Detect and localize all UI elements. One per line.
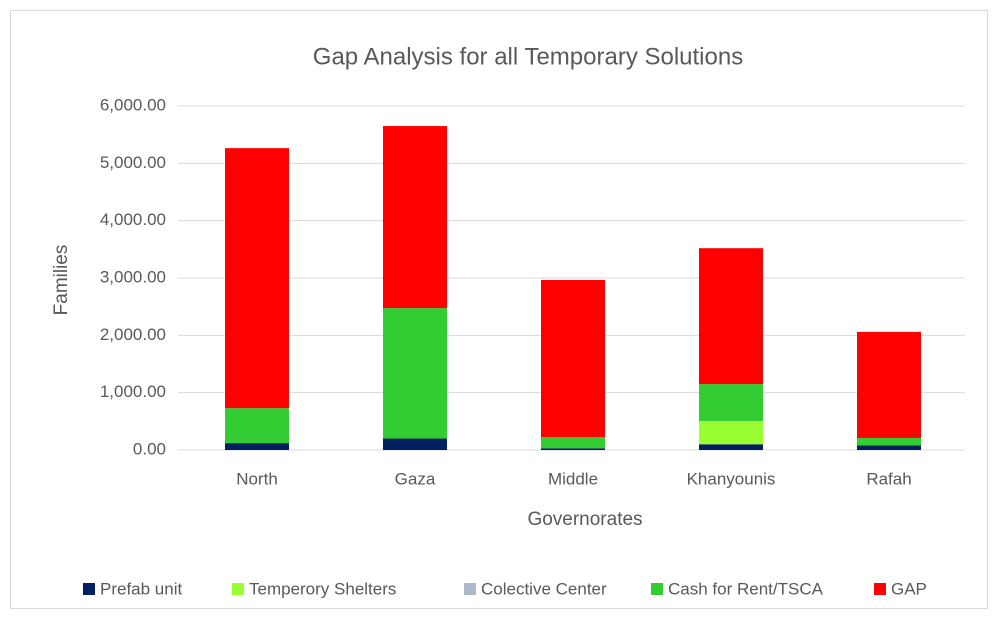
bar-segment	[225, 148, 289, 409]
bar-segment	[383, 126, 447, 309]
x-tick-label: Khanyounis	[687, 469, 776, 488]
bar-segment	[699, 444, 763, 450]
y-tick-label: 5,000.00	[100, 153, 166, 172]
y-tick-label: 2,000.00	[100, 325, 166, 344]
legend-label: Prefab unit	[100, 579, 182, 598]
legend-swatch	[874, 583, 886, 595]
bar-segment	[225, 408, 289, 444]
x-tick-label: North	[236, 469, 278, 488]
x-axis-label: Governorates	[527, 509, 642, 530]
bar-segment	[699, 421, 763, 445]
legend-label: Temperory Shelters	[249, 579, 396, 598]
x-tick-label: Rafah	[866, 469, 911, 488]
legend-swatch	[232, 583, 244, 595]
bar-segment	[541, 280, 605, 438]
bar-segment	[383, 438, 447, 450]
y-tick-label: 0.00	[133, 439, 166, 458]
bar-segment	[857, 437, 921, 446]
legend-label: GAP	[891, 579, 927, 598]
bar-segment	[857, 331, 921, 438]
legend-swatch	[651, 583, 663, 595]
legend-swatch	[83, 583, 95, 595]
y-tick-label: 3,000.00	[100, 267, 166, 286]
y-tick-label: 6,000.00	[100, 95, 166, 114]
legend-label: Cash for Rent/TSCA	[668, 579, 824, 598]
bar-segment	[383, 308, 447, 439]
chart-border	[10, 10, 988, 609]
bar-segment	[699, 384, 763, 422]
y-tick-label: 4,000.00	[100, 210, 166, 229]
bar-segment	[541, 437, 605, 449]
legend-label: Colective Center	[481, 579, 607, 598]
x-tick-label: Middle	[548, 469, 598, 488]
y-tick-label: 1,000.00	[100, 382, 166, 401]
y-axis-label: Families	[51, 245, 72, 316]
bar-segment	[541, 448, 605, 450]
bar-segment	[857, 445, 921, 450]
legend-swatch	[464, 583, 476, 595]
bar-segment	[225, 443, 289, 450]
x-tick-label: Gaza	[395, 469, 436, 488]
bar-segment	[699, 248, 763, 385]
chart-title: Gap Analysis for all Temporary Solutions	[313, 43, 743, 70]
